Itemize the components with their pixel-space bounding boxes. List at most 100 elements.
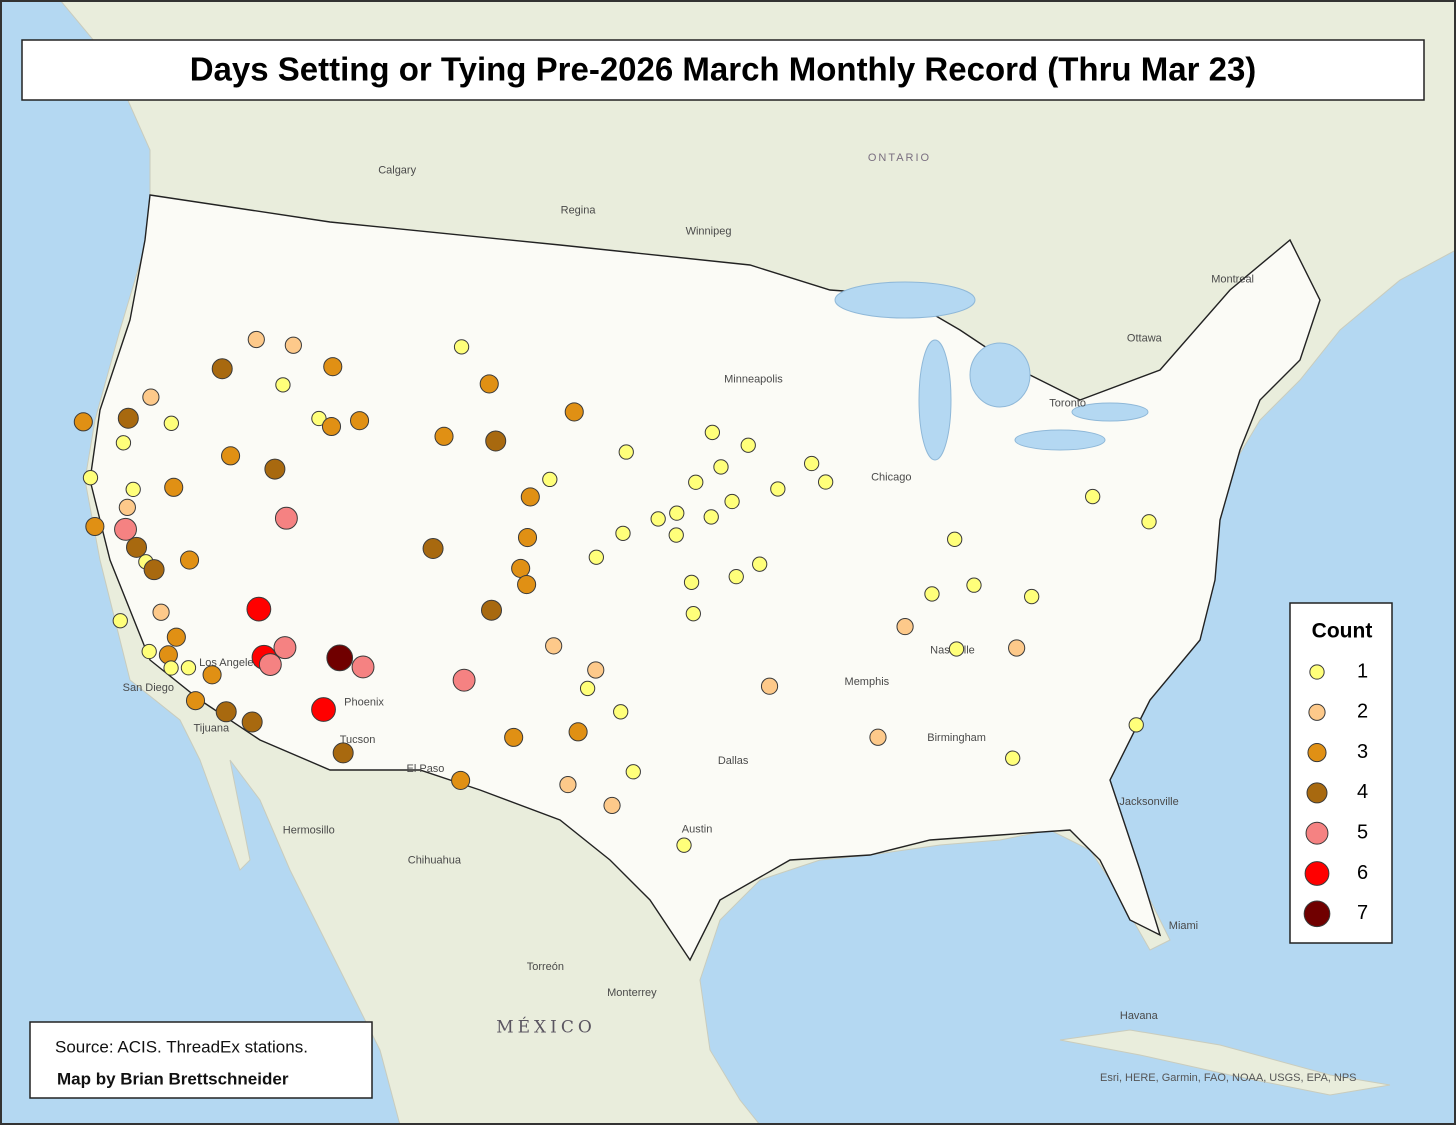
place-label: Tijuana — [193, 723, 230, 735]
station — [143, 559, 165, 581]
station — [284, 336, 302, 354]
place-label: Ottawa — [1127, 332, 1163, 344]
place-label: Phoenix — [344, 696, 384, 708]
station — [321, 416, 342, 437]
place-label: Montreal — [1211, 274, 1254, 286]
station — [1128, 717, 1144, 733]
station — [650, 511, 666, 527]
legend-swatch — [1308, 703, 1326, 721]
station — [311, 697, 336, 722]
place-label: Chicago — [871, 471, 911, 483]
station — [504, 727, 524, 747]
station — [703, 509, 719, 525]
station — [760, 677, 779, 695]
station — [258, 653, 282, 676]
station — [966, 577, 982, 593]
station — [264, 458, 286, 480]
station — [545, 637, 563, 655]
station — [618, 444, 634, 460]
place-label: ONTARIO — [868, 152, 931, 164]
station — [740, 437, 756, 453]
legend-swatch — [1303, 900, 1331, 928]
station — [221, 446, 241, 466]
lake — [918, 339, 952, 461]
legend-label: 2 — [1357, 701, 1368, 723]
legend: Count 1 2 3 4 5 6 7 — [1289, 602, 1393, 944]
station — [713, 459, 729, 475]
station — [115, 435, 132, 451]
place-label: Torreón — [527, 961, 564, 973]
cuba — [1059, 1029, 1391, 1096]
legend-swatch — [1307, 743, 1327, 763]
station — [142, 388, 160, 406]
place-label: Dallas — [718, 755, 749, 767]
station — [85, 516, 105, 537]
station — [241, 711, 263, 733]
station — [613, 704, 629, 720]
station — [588, 549, 604, 565]
station — [185, 691, 206, 711]
station — [688, 474, 704, 490]
station — [924, 586, 940, 602]
place-label: Birmingham — [927, 732, 986, 744]
station — [724, 493, 740, 510]
station — [452, 668, 476, 692]
station — [163, 660, 179, 676]
station — [517, 574, 537, 595]
station — [453, 339, 470, 355]
source-box — [29, 1021, 373, 1099]
station — [668, 527, 684, 543]
station — [517, 527, 538, 548]
station — [202, 665, 222, 685]
station — [332, 742, 354, 764]
legend-swatch — [1309, 664, 1325, 680]
station — [179, 550, 200, 570]
station — [485, 430, 507, 452]
lake — [969, 342, 1031, 408]
station — [579, 680, 596, 697]
place-label: MÉXICO — [496, 1016, 596, 1037]
station — [511, 558, 531, 578]
credit: Map by Brian Brettschneider — [57, 1069, 289, 1088]
place-label: El Paso — [407, 763, 445, 775]
station — [542, 471, 558, 488]
station — [273, 636, 297, 660]
station — [683, 574, 700, 590]
station — [126, 536, 148, 558]
station — [164, 477, 184, 497]
title: Days Setting or Tying Pre-2026 March Mon… — [190, 51, 1257, 88]
station — [215, 701, 237, 723]
place-label: Havana — [1120, 1010, 1159, 1022]
station — [615, 525, 631, 541]
station — [520, 487, 540, 507]
station — [947, 531, 963, 547]
station — [669, 505, 685, 521]
legend-label: 6 — [1357, 862, 1368, 884]
station — [1024, 588, 1040, 605]
station — [587, 661, 605, 679]
station — [481, 599, 503, 621]
station — [1005, 750, 1021, 766]
station — [166, 627, 186, 647]
legend-label: 7 — [1357, 902, 1368, 924]
lake — [1071, 402, 1149, 422]
station — [118, 498, 136, 516]
station — [479, 374, 499, 394]
station — [568, 722, 588, 742]
station — [1085, 488, 1101, 505]
stations — [73, 330, 1157, 853]
station — [803, 455, 820, 472]
place-label: Austin — [682, 823, 713, 835]
station — [1008, 639, 1026, 657]
station — [603, 796, 621, 815]
station — [434, 426, 454, 446]
station — [141, 643, 157, 660]
place-label: Winnipeg — [686, 225, 732, 237]
legend-label: 4 — [1357, 781, 1368, 803]
legend-box — [1289, 602, 1393, 944]
station — [323, 357, 343, 377]
station — [311, 410, 327, 427]
station — [326, 644, 354, 672]
place-label: Toronto — [1049, 397, 1086, 409]
legend-label: 5 — [1357, 821, 1368, 843]
